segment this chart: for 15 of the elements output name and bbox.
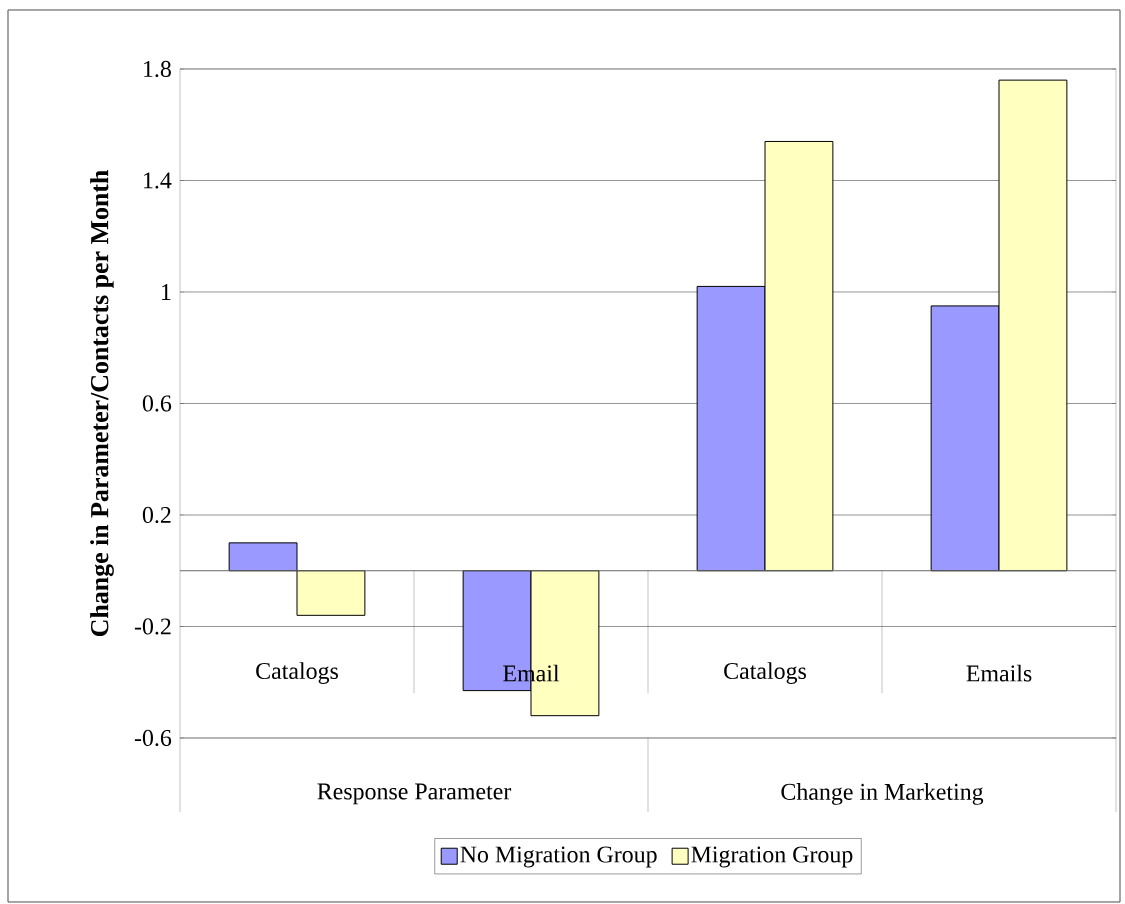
y-tick-label: 1 (161, 284, 171, 300)
x-tick-label: Catalogs (256, 662, 338, 684)
y-tick-label: 0.6 (142, 395, 172, 412)
text: Change in Marketing (781, 783, 984, 805)
y-tick-label: 0.2 (142, 506, 171, 524)
x-tick-label: Emails (966, 664, 1032, 682)
y-tick-label: -0.6 (134, 729, 172, 747)
y-axis-title: Change in Parameter/Contacts per Month (90, 170, 114, 637)
legend-label: Migration Group (691, 846, 853, 868)
text: Response Parameter (317, 783, 512, 805)
y-tick-label: -0.2 (134, 618, 171, 635)
y-tick-label: 1.4 (144, 172, 172, 189)
legend-label: No Migration Group (460, 846, 657, 868)
y-tick-label: 1.8 (144, 60, 171, 78)
x-tick-label: Catalogs (724, 662, 806, 684)
